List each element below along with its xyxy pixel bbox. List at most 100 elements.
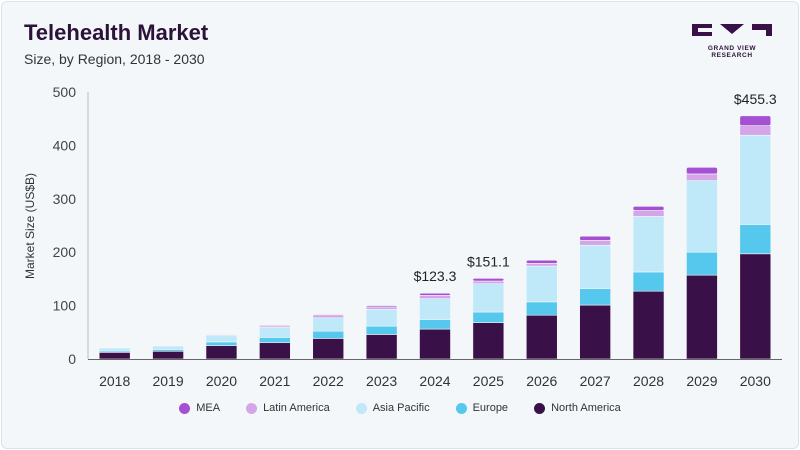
- data-label: $123.3: [414, 268, 457, 284]
- bar-segment-asia-pacific: [525, 265, 558, 303]
- bar-segment-mea: [365, 305, 398, 308]
- y-tick-label: 300: [53, 191, 77, 207]
- bar-segment-mea: [579, 235, 611, 241]
- legend-swatch: [179, 402, 191, 414]
- x-tick-label: 2029: [686, 373, 717, 389]
- data-label: $455.3: [734, 91, 777, 107]
- y-tick-label: 500: [53, 84, 77, 100]
- bar-segment-north-america: [259, 342, 291, 360]
- bar-segment-latin-america: [739, 125, 772, 136]
- bar-segment-latin-america: [632, 210, 665, 217]
- bar-segment-latin-america: [419, 295, 451, 299]
- x-tick-label: 2026: [526, 373, 557, 389]
- y-axis-label: Market Size (US$B): [23, 173, 37, 279]
- bar-segment-europe: [312, 330, 345, 339]
- logo-text: GRAND VIEW RESEARCH: [707, 45, 757, 59]
- bar-segment-europe: [632, 271, 665, 292]
- bar-segment-mea: [312, 314, 345, 316]
- bar-segment-asia-pacific: [98, 347, 131, 352]
- legend-label: North America: [551, 402, 621, 414]
- bar-segment-north-america: [579, 304, 611, 360]
- legend-item: MEA: [179, 402, 220, 414]
- bar-segment-europe: [579, 288, 611, 306]
- legend-item: North America: [534, 402, 621, 414]
- bar-segment-north-america: [686, 274, 718, 360]
- chart-subtitle: Size, by Region, 2018 - 2030: [24, 51, 205, 67]
- bar-segment-europe: [686, 251, 718, 276]
- bar-segment-europe: [259, 337, 291, 344]
- legend-item: Europe: [455, 402, 509, 414]
- legend-item: Latin America: [246, 402, 330, 414]
- bar-segment-asia-pacific: [419, 298, 451, 320]
- bar-segment-north-america: [152, 350, 184, 360]
- chart-title: Telehealth Market: [24, 20, 209, 45]
- grand-view-research-logo: GRAND VIEW RESEARCH: [690, 22, 774, 59]
- x-tick-label: 2020: [206, 373, 237, 389]
- legend-swatch: [246, 402, 258, 414]
- legend-label: Latin America: [263, 402, 330, 414]
- bar-segment-europe: [472, 311, 505, 323]
- bar-segment-latin-america: [686, 173, 718, 181]
- bar-segment-asia-pacific: [259, 327, 291, 338]
- y-tick-label: 400: [53, 137, 77, 153]
- bar-segment-mea: [259, 324, 291, 327]
- bar-segment-north-america: [365, 334, 398, 360]
- bar-segment-mea: [686, 166, 718, 175]
- y-tick-label: 100: [53, 298, 77, 314]
- bar-segment-mea: [472, 278, 505, 282]
- bar-segment-europe: [205, 341, 238, 346]
- x-tick-label: 2028: [633, 373, 664, 389]
- legend-label: MEA: [196, 402, 221, 414]
- bar-segment-asia-pacific: [152, 345, 184, 350]
- legend-label: Europe: [472, 402, 509, 414]
- legend-swatch: [534, 402, 546, 414]
- bar-segment-north-america: [312, 338, 345, 360]
- x-tick-label: 2019: [152, 373, 183, 389]
- bar-segment-asia-pacific: [312, 317, 345, 332]
- bar-segment-asia-pacific: [632, 216, 665, 273]
- logo-mark-icon: [692, 24, 772, 36]
- bar-segment-latin-america: [472, 280, 505, 285]
- x-tick-label: 2018: [99, 373, 130, 389]
- bar-segment-mea: [525, 259, 558, 264]
- bar-segment-mea: [419, 292, 451, 296]
- bar-segment-latin-america: [312, 315, 345, 319]
- x-tick-label: 2025: [473, 373, 504, 389]
- bar-segment-asia-pacific: [739, 134, 772, 225]
- bar-segment-asia-pacific: [686, 180, 718, 253]
- bar-segment-latin-america: [365, 306, 398, 310]
- y-tick-label: 0: [68, 351, 76, 367]
- bar-segment-north-america: [525, 314, 558, 360]
- x-tick-label: 2021: [259, 373, 290, 389]
- bar-segment-north-america: [98, 352, 131, 360]
- bar-segment-north-america: [419, 328, 451, 360]
- legend-item: Asia Pacific: [355, 402, 430, 414]
- chart-legend: MEA Latin America Asia Pacific Europe North …: [0, 402, 800, 414]
- legend-swatch: [355, 402, 367, 414]
- bar-segment-mea: [632, 205, 665, 211]
- legend-label: Asia Pacific: [372, 402, 430, 414]
- bar-segment-asia-pacific: [472, 283, 505, 313]
- bar-segment-north-america: [739, 253, 772, 360]
- x-tick-label: 2022: [313, 373, 344, 389]
- x-tick-label: 2024: [419, 373, 450, 389]
- bar-segment-europe: [419, 319, 451, 330]
- data-label: $151.1: [467, 253, 510, 269]
- bar-segment-north-america: [472, 322, 505, 360]
- legend-swatch: [455, 402, 467, 414]
- bar-segment-europe: [739, 224, 772, 255]
- x-tick-label: 2030: [740, 373, 771, 389]
- y-tick-label: 200: [53, 244, 77, 260]
- bar-segment-north-america: [632, 290, 665, 360]
- bar-segment-europe: [525, 301, 558, 316]
- x-tick-label: 2027: [580, 373, 611, 389]
- bar-segment-asia-pacific: [579, 244, 611, 289]
- bar-segment-asia-pacific: [205, 335, 238, 343]
- x-tick-label: 2023: [366, 373, 397, 389]
- bar-segment-latin-america: [525, 263, 558, 267]
- bar-segment-mea: [739, 115, 772, 126]
- bar-segment-north-america: [205, 345, 238, 360]
- bar-segment-latin-america: [579, 240, 611, 246]
